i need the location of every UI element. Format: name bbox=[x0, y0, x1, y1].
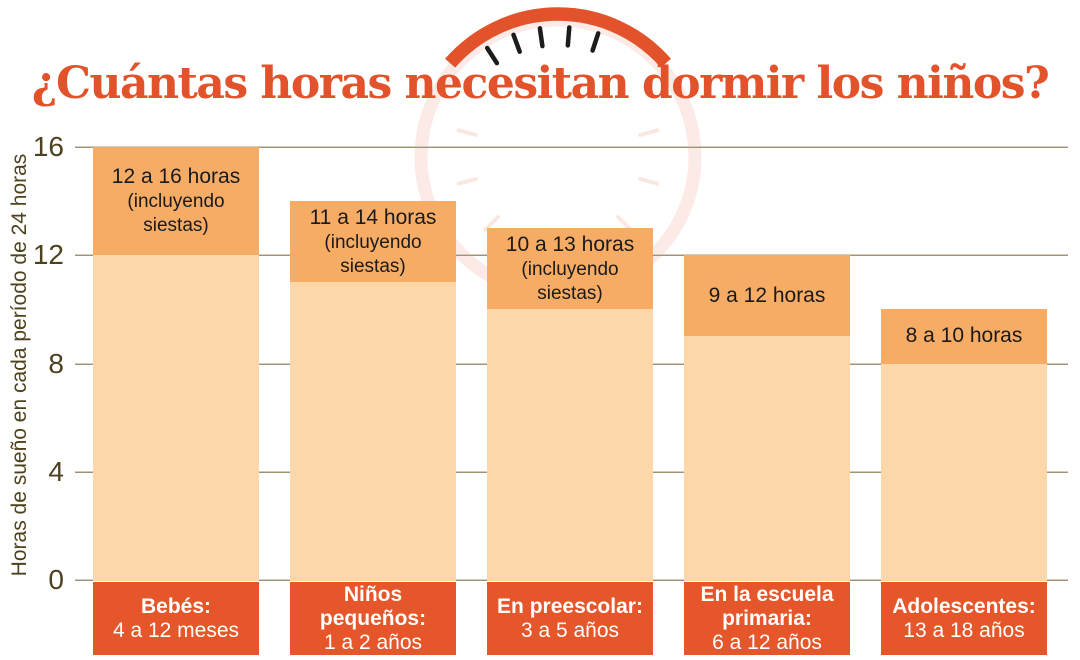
category-age-range: 6 a 12 años bbox=[712, 630, 822, 654]
range-label: 11 a 14 horas bbox=[309, 205, 437, 229]
bar-base-segment bbox=[881, 363, 1047, 581]
category-age-range: 1 a 2 años bbox=[323, 630, 423, 654]
y-tick-label: 12 bbox=[32, 239, 64, 271]
y-tick-label: 4 bbox=[48, 455, 64, 487]
category-age-range: 3 a 5 años bbox=[520, 618, 620, 642]
range-note: (incluyendo siestas) bbox=[324, 231, 422, 277]
range-label: 10 a 13 horas bbox=[505, 232, 635, 256]
category-name: Adolescentes: bbox=[892, 594, 1036, 618]
bar-base-segment bbox=[487, 309, 653, 581]
range-label: 9 a 12 horas bbox=[708, 283, 826, 307]
category-age-range: 13 a 18 años bbox=[903, 618, 1025, 642]
category-age-range: 4 a 12 meses bbox=[112, 618, 240, 642]
category-label-box: En preescolar: 3 a 5 años bbox=[487, 582, 653, 655]
y-tick-label: 16 bbox=[32, 131, 64, 162]
range-label: 12 a 16 horas bbox=[111, 165, 241, 189]
category-name: En la escuela primaria: bbox=[700, 582, 834, 630]
range-note: (incluyendo siestas) bbox=[127, 191, 225, 237]
category-label-box: Adolescentes: 13 a 18 años bbox=[881, 582, 1047, 655]
bar-range-segment: 11 a 14 horas (incluyendo siestas) bbox=[290, 201, 456, 283]
y-tick-label: 8 bbox=[48, 347, 64, 379]
category-label-box: En la escuela primaria: 6 a 12 años bbox=[684, 582, 850, 655]
gridline-16h bbox=[75, 146, 1068, 148]
category-label-box: Bebés: 4 a 12 meses bbox=[93, 582, 259, 655]
bar-range-segment: 12 a 16 horas (incluyendo siestas) bbox=[93, 147, 259, 256]
y-tick-label: 0 bbox=[48, 564, 64, 595]
category-label-box: Niños pequeños: 1 a 2 años bbox=[290, 582, 456, 655]
range-label: 8 a 10 horas bbox=[905, 324, 1023, 348]
clock-black-minute-marks bbox=[484, 25, 601, 66]
category-name: Bebés: bbox=[140, 594, 212, 618]
clock-top-arc bbox=[445, 7, 671, 68]
bar-base-segment bbox=[684, 336, 850, 581]
category-name: En preescolar: bbox=[497, 594, 643, 618]
bar-range-segment: 8 a 10 horas bbox=[881, 309, 1047, 364]
bar-range-segment: 10 a 13 horas (incluyendo siestas) bbox=[487, 228, 653, 310]
category-name: Niños pequeños: bbox=[319, 582, 427, 630]
bar-base-segment bbox=[93, 255, 259, 581]
page-title: ¿Cuántas horas necesitan dormir los niño… bbox=[31, 58, 1050, 109]
bar-range-segment: 9 a 12 horas bbox=[684, 255, 850, 337]
bar-base-segment bbox=[290, 282, 456, 581]
range-note: (incluyendo siestas) bbox=[521, 258, 619, 304]
